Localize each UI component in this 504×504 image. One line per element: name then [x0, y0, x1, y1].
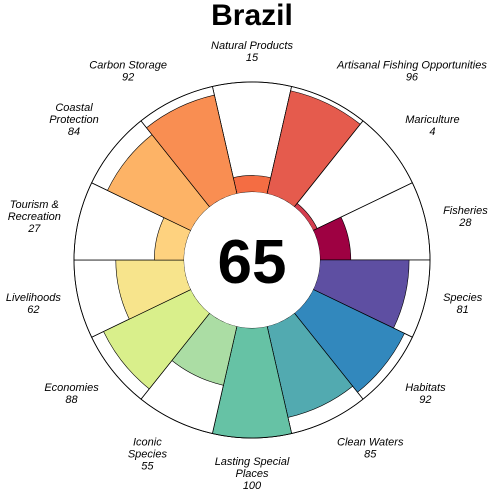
- petal-label-carbon-storage: Carbon Storage 92: [89, 59, 167, 83]
- petal-natural-products: [232, 175, 272, 195]
- petal-label-clean-waters: Clean Waters 85: [337, 437, 404, 461]
- petal-label-species: Species 81: [443, 292, 483, 316]
- outer-ring: [73, 81, 431, 439]
- petal-label-habitats: Habitats 92: [405, 382, 446, 406]
- petal-label-iconic-species: Iconic Species 55: [128, 437, 168, 473]
- petal-label-coastal-protection: Coastal Protection 84: [49, 102, 99, 138]
- petal-label-artisanal-fishing-opportunities: Artisanal Fishing Opportunities 96: [336, 59, 487, 83]
- petals-group: [73, 81, 431, 439]
- chart-title: Brazil: [211, 0, 293, 32]
- petal-label-mariculture: Mariculture 4: [405, 114, 459, 138]
- petal-label-fisheries: Fisheries 28: [443, 205, 488, 229]
- petal-label-lasting-special-places: Lasting Special Places 100: [215, 456, 290, 492]
- petal-label-livelihoods: Livelihoods 62: [6, 292, 62, 316]
- petal-label-tourism-and-recreation: Tourism & Recreation 27: [8, 199, 61, 235]
- petal-label-economies: Economies 88: [44, 382, 99, 406]
- labels-group: Natural Products 15 Artisanal Fishing Oppo…: [6, 40, 488, 492]
- petal-label-natural-products: Natural Products 15: [211, 40, 293, 64]
- center-hole: [184, 192, 320, 328]
- center-score: 65: [218, 228, 287, 297]
